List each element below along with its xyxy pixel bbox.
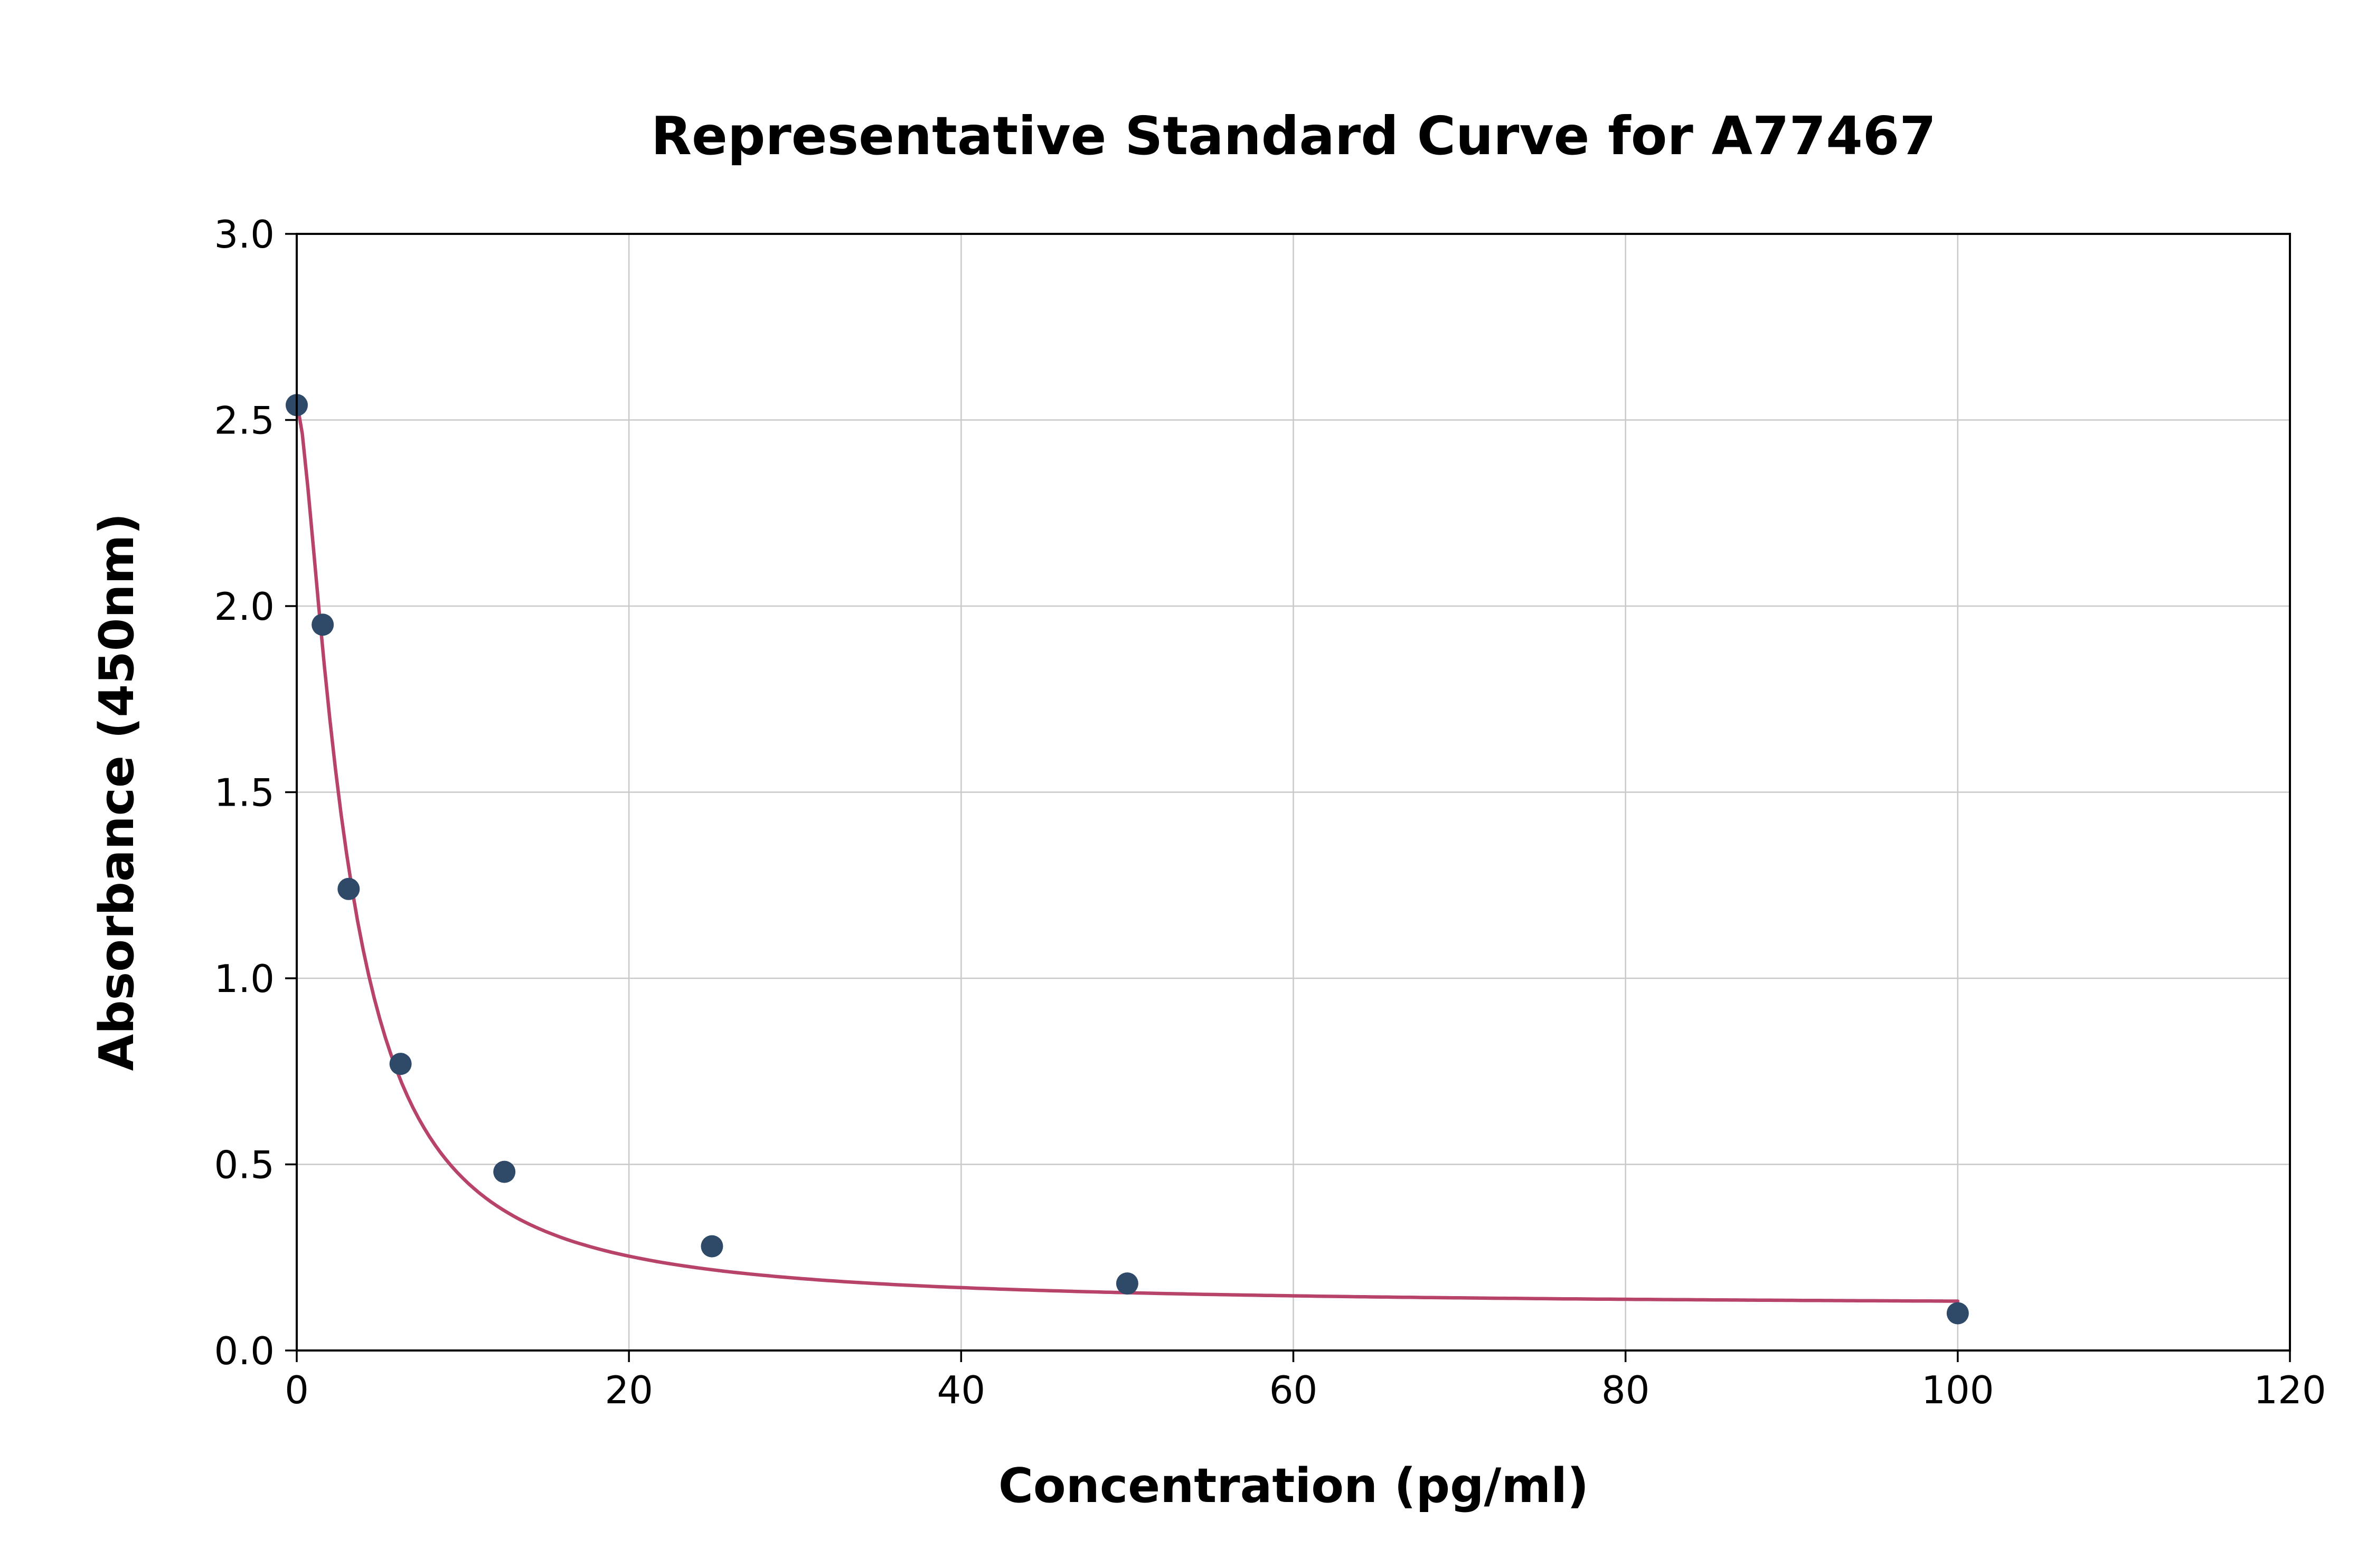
data-point (1116, 1272, 1138, 1295)
chart-title: Representative Standard Curve for A77467 (651, 105, 1936, 167)
data-point (389, 1053, 412, 1075)
y-axis-label: Absorbance (450nm) (89, 513, 145, 1071)
x-tick-label: 60 (1269, 1368, 1318, 1412)
y-tick-label: 2.0 (214, 584, 275, 629)
y-tick-label: 0.5 (214, 1143, 275, 1187)
data-points-layer (286, 394, 1969, 1325)
y-tick-label: 1.5 (214, 771, 275, 815)
y-tick-label: 2.5 (214, 399, 275, 443)
x-tick-label: 20 (605, 1368, 653, 1412)
data-point (1946, 1302, 1969, 1325)
data-point (337, 877, 360, 900)
x-tick-label: 40 (937, 1368, 986, 1412)
x-tick-label: 80 (1601, 1368, 1650, 1412)
ticks-layer (285, 233, 2291, 1362)
x-tick-label: 120 (2254, 1368, 2326, 1412)
x-axis-label: Concentration (pg/ml) (998, 1458, 1589, 1514)
y-tick-label: 0.0 (214, 1329, 275, 1373)
data-point (493, 1160, 516, 1183)
x-tick-label: 0 (285, 1368, 309, 1412)
data-point (701, 1235, 723, 1258)
y-tick-label: 3.0 (214, 212, 275, 257)
data-point (312, 613, 334, 636)
y-tick-label: 1.0 (214, 957, 275, 1001)
tick-labels-layer: 0 20 40 60 80 100 120 0.0 0.5 1.0 1.5 2.0 2.5 3.0 (214, 212, 2326, 1412)
x-tick-label: 100 (1921, 1368, 1994, 1412)
